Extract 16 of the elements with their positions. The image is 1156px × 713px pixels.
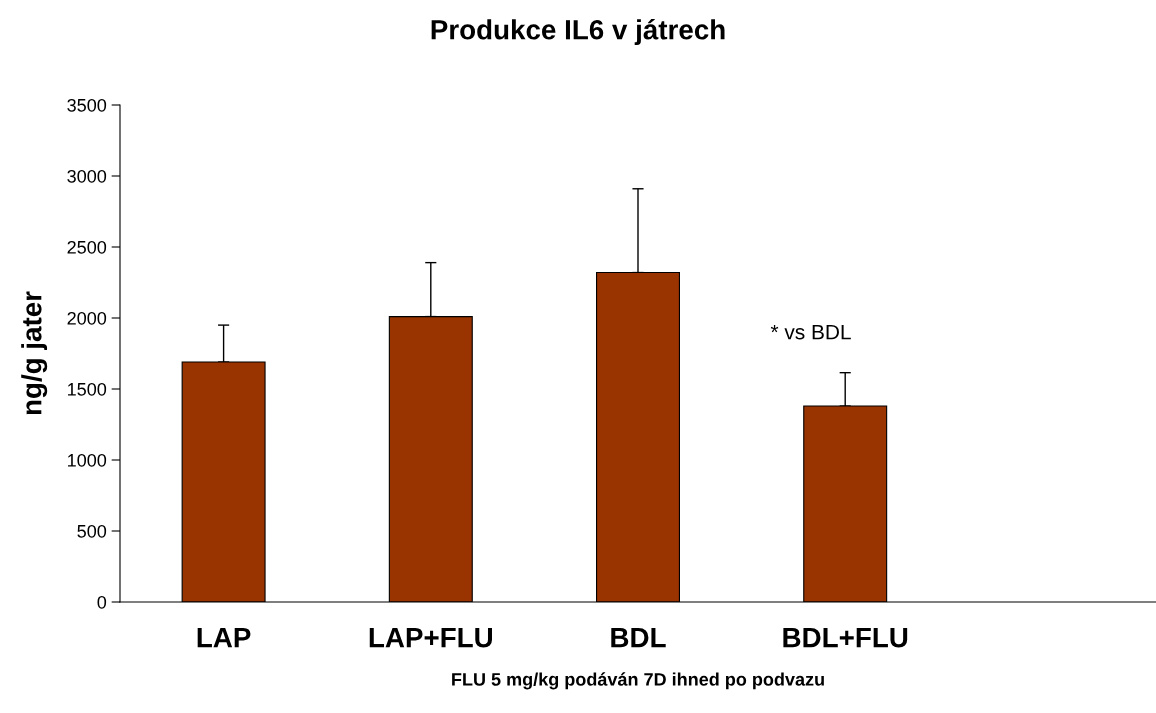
y-tick-label: 1500 <box>68 382 107 396</box>
x-tick-label: BDL <box>611 628 666 648</box>
x-tick-label: LAP <box>197 628 251 648</box>
chart-title: Produkce IL6 v játrech <box>431 18 725 46</box>
x-tick-label: BDL+FLU <box>783 628 908 648</box>
y-tick-label: 3000 <box>67 169 107 183</box>
annotation: * vs BDL <box>770 324 851 340</box>
y-tick-label: 0 <box>97 595 107 609</box>
y-tick-label: 1000 <box>68 453 107 467</box>
y-tick-label: 3500 <box>67 98 107 112</box>
y-tick-label: 500 <box>77 524 107 538</box>
x-axis-title: FLU 5 mg/kg podáván 7D ihned po podvazu <box>452 672 824 690</box>
y-axis-title: ng/g jater <box>21 291 48 415</box>
y-tick-label: 2000 <box>67 311 107 325</box>
x-tick-label: LAP+FLU <box>369 628 492 648</box>
y-tick-label: 2500 <box>67 240 107 254</box>
